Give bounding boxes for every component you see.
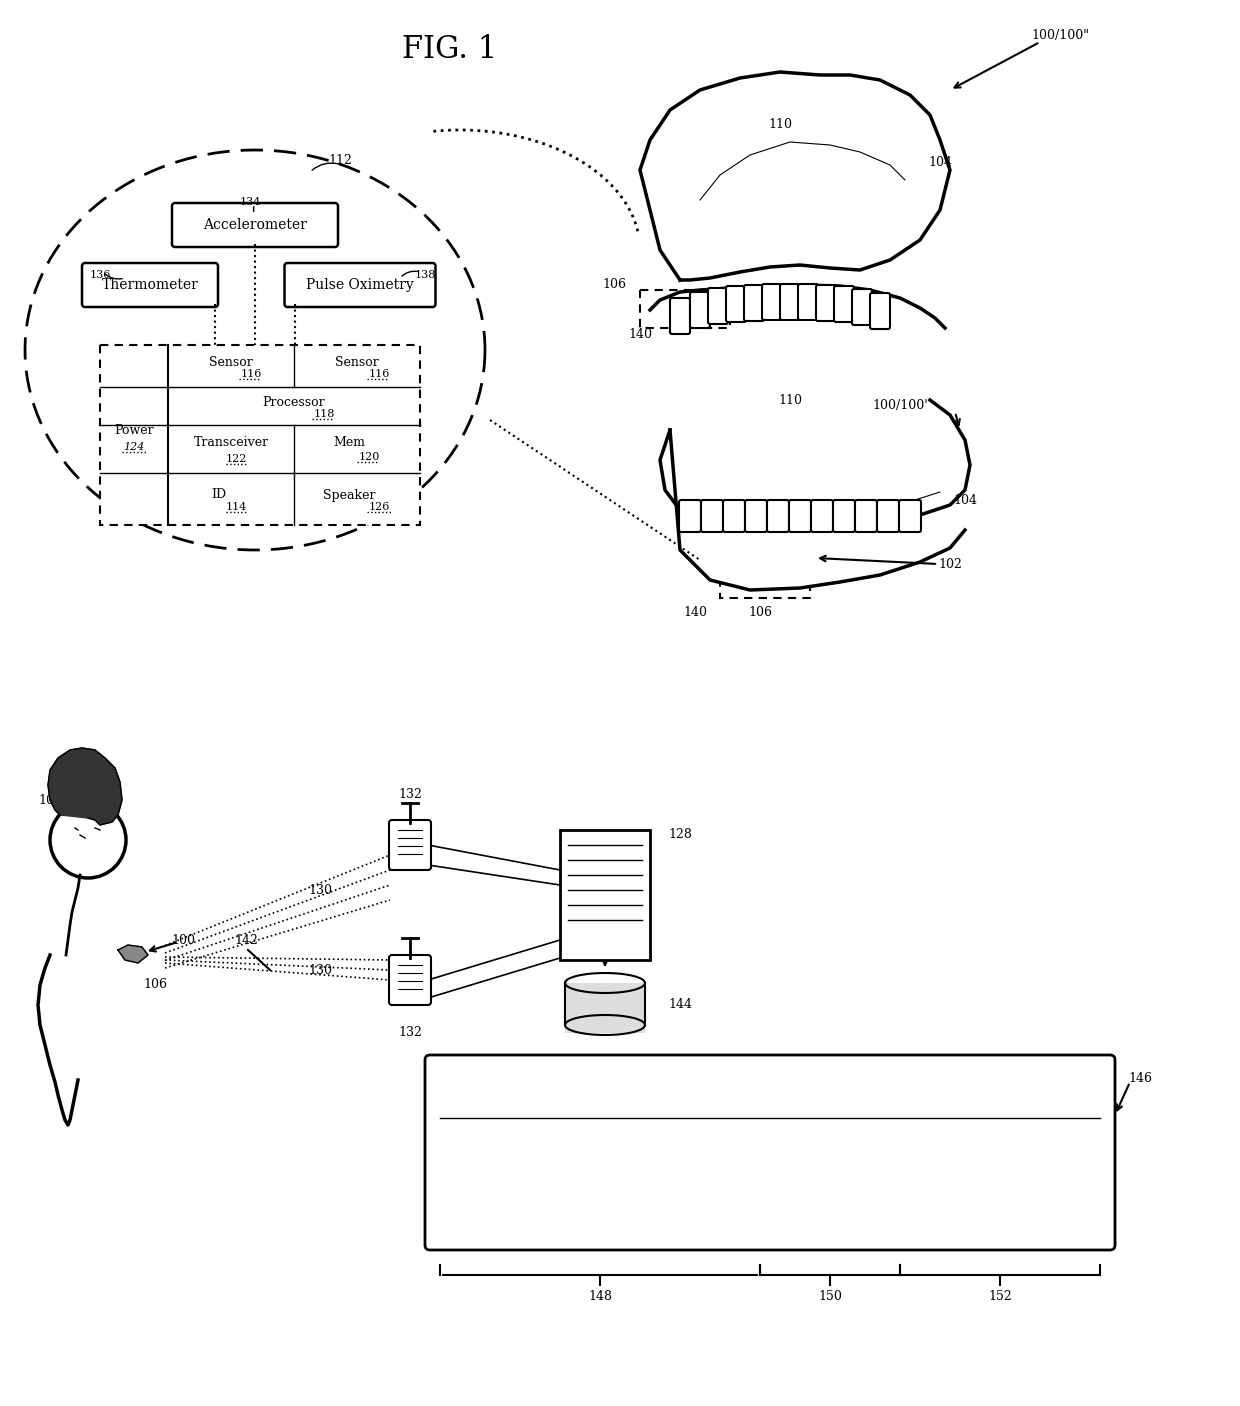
Text: 132: 132 (398, 789, 422, 801)
Text: Sensor: Sensor (335, 356, 379, 368)
Text: .........: ......... (632, 1219, 667, 1232)
FancyBboxPatch shape (689, 292, 711, 328)
Text: Lbs.: Lbs. (670, 1098, 698, 1112)
Text: Power: Power (114, 423, 154, 436)
Text: 104: 104 (954, 494, 977, 506)
FancyBboxPatch shape (172, 202, 339, 247)
Text: 142: 142 (234, 934, 258, 946)
FancyBboxPatch shape (852, 290, 872, 325)
Text: Speaker: Speaker (322, 488, 376, 502)
Text: 104: 104 (928, 156, 952, 170)
FancyBboxPatch shape (723, 501, 745, 531)
Text: 110: 110 (768, 118, 792, 132)
Polygon shape (660, 399, 970, 591)
Text: 138: 138 (414, 270, 435, 280)
Polygon shape (118, 945, 148, 963)
Text: 102: 102 (939, 558, 962, 571)
Text: Transceiver: Transceiver (193, 436, 269, 450)
Text: 124: 124 (123, 441, 145, 451)
Text: ID: ID (212, 488, 227, 502)
Text: Ann........102........96.9...220.....52172......2,156: Ann........102........96.9...220.....521… (624, 1157, 916, 1170)
Text: 106: 106 (143, 979, 167, 991)
FancyBboxPatch shape (425, 1054, 1115, 1250)
Text: Sensor: Sensor (210, 356, 253, 368)
Text: 132: 132 (398, 1025, 422, 1039)
FancyBboxPatch shape (835, 285, 854, 322)
Text: 148: 148 (588, 1291, 613, 1303)
Polygon shape (48, 748, 122, 825)
Text: Room: Room (536, 1098, 574, 1112)
Text: 106: 106 (748, 606, 773, 619)
Text: Accounts: Accounts (730, 1073, 810, 1087)
FancyBboxPatch shape (82, 263, 218, 307)
FancyBboxPatch shape (720, 555, 810, 598)
Text: FIG. 1: FIG. 1 (402, 35, 497, 66)
FancyBboxPatch shape (725, 285, 746, 322)
Text: 152: 152 (988, 1291, 1012, 1303)
FancyBboxPatch shape (640, 290, 730, 328)
FancyBboxPatch shape (789, 501, 811, 531)
Text: 118: 118 (314, 409, 335, 419)
FancyBboxPatch shape (701, 501, 723, 531)
Text: 110: 110 (777, 394, 802, 406)
FancyBboxPatch shape (560, 830, 650, 960)
FancyBboxPatch shape (780, 284, 800, 321)
FancyBboxPatch shape (899, 501, 921, 531)
Text: 116: 116 (241, 368, 262, 380)
FancyBboxPatch shape (870, 292, 890, 329)
Text: Processor: Processor (263, 395, 325, 409)
FancyBboxPatch shape (744, 285, 764, 321)
Text: 112: 112 (329, 153, 352, 166)
Text: 120: 120 (358, 451, 379, 463)
FancyBboxPatch shape (389, 955, 432, 1005)
FancyBboxPatch shape (389, 820, 432, 870)
FancyBboxPatch shape (877, 501, 899, 531)
Text: Fall Thresh: Fall Thresh (847, 1098, 923, 1112)
FancyBboxPatch shape (100, 344, 420, 524)
Text: 150: 150 (818, 1291, 842, 1303)
Text: 130: 130 (308, 963, 332, 977)
FancyBboxPatch shape (768, 501, 789, 531)
FancyBboxPatch shape (565, 983, 645, 1033)
Text: Mem: Mem (334, 436, 365, 450)
Text: SDU ID#: SDU ID# (739, 1098, 801, 1112)
Polygon shape (660, 399, 970, 524)
FancyBboxPatch shape (816, 285, 836, 321)
FancyBboxPatch shape (680, 501, 701, 531)
Text: Thermometer: Thermometer (102, 278, 198, 292)
FancyBboxPatch shape (811, 501, 833, 531)
Text: 116: 116 (368, 368, 389, 380)
Text: 106: 106 (601, 278, 626, 291)
FancyBboxPatch shape (708, 288, 728, 323)
Text: 100: 100 (171, 934, 195, 946)
Text: 100/100': 100/100' (872, 398, 928, 412)
FancyBboxPatch shape (745, 501, 768, 531)
Text: 122: 122 (226, 454, 247, 464)
Text: Pulse Oximetry: Pulse Oximetry (306, 278, 414, 292)
Text: Jim........100........97.7...185.....28088......1,813: Jim........100........97.7...185.....280… (626, 1132, 914, 1144)
Text: Sue........104........99.2...120.....21214.......1,176: Sue........104........99.2...120.....212… (622, 1181, 918, 1195)
Text: 144: 144 (668, 998, 692, 1011)
FancyBboxPatch shape (763, 284, 782, 321)
FancyBboxPatch shape (670, 298, 689, 335)
Text: 136: 136 (89, 270, 110, 280)
Text: 114: 114 (226, 502, 247, 512)
FancyBboxPatch shape (833, 501, 856, 531)
FancyBboxPatch shape (799, 284, 818, 321)
Text: 130: 130 (308, 883, 332, 897)
Text: 140: 140 (627, 329, 652, 342)
FancyBboxPatch shape (284, 263, 435, 307)
Text: 134: 134 (239, 197, 260, 207)
Text: Accelerometer: Accelerometer (203, 218, 308, 232)
Text: 108: 108 (38, 793, 62, 807)
Polygon shape (640, 72, 950, 280)
Text: 100/100": 100/100" (1030, 28, 1089, 42)
Text: Temp: Temp (601, 1098, 637, 1112)
Text: 146: 146 (1128, 1071, 1152, 1084)
Text: 126: 126 (368, 502, 389, 512)
Text: 140: 140 (683, 606, 707, 619)
Text: User: User (474, 1098, 506, 1112)
Text: 128: 128 (668, 828, 692, 842)
FancyBboxPatch shape (856, 501, 877, 531)
